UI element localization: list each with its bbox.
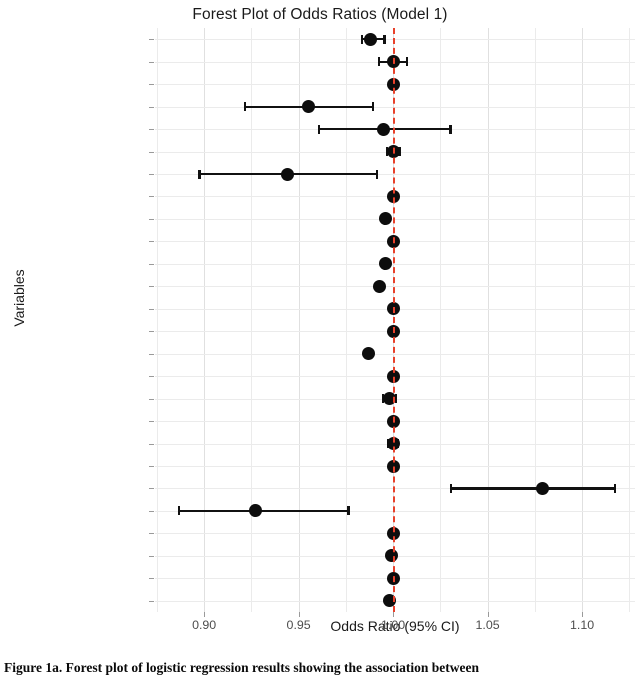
y-tick-mark <box>149 218 154 220</box>
y-tick-mark <box>149 331 154 333</box>
ci-upper-cap <box>375 169 378 179</box>
page-title: Forest Plot of Odds Ratios (Model 1) <box>192 6 448 23</box>
ci-lower-cap <box>177 506 180 516</box>
y-tick-mark <box>149 39 154 41</box>
y-tick-mark <box>149 151 154 153</box>
x-tick-mark <box>487 612 489 617</box>
y-tick-mark <box>149 129 154 131</box>
x-tick-mark <box>393 612 395 617</box>
ci-upper-cap <box>613 483 617 493</box>
ci-lower-cap <box>317 124 320 134</box>
y-tick-mark <box>149 174 154 175</box>
odds-ratio-point[interactable] <box>362 347 376 361</box>
y-tick-mark <box>149 376 154 378</box>
gridline-minor <box>629 28 631 612</box>
y-tick-mark <box>149 443 154 445</box>
x-tick-label: 0.95 <box>286 618 311 632</box>
ci-upper-cap <box>449 124 452 134</box>
ci-upper-cap <box>406 57 409 67</box>
figure-caption: Figure 1a. Forest plot of logistic regre… <box>4 660 479 675</box>
gridline-minor <box>345 28 347 612</box>
ci-lower-cap <box>377 57 381 67</box>
ci-upper-cap <box>347 506 350 516</box>
y-tick-mark <box>149 106 154 108</box>
odds-ratio-point[interactable] <box>379 257 393 271</box>
odds-ratio-point[interactable] <box>248 504 262 518</box>
ci-lower-cap <box>243 102 246 112</box>
y-tick-mark <box>149 466 154 467</box>
ci-lower-cap <box>198 169 201 179</box>
gridline-major <box>298 28 300 612</box>
y-tick-mark <box>149 510 154 512</box>
odds-ratio-point[interactable] <box>379 212 393 226</box>
y-tick-mark <box>149 600 154 602</box>
x-tick-mark <box>582 612 584 617</box>
gridline-minor <box>156 28 158 612</box>
ci-lower-cap <box>360 34 364 44</box>
x-tick-mark <box>298 612 300 617</box>
y-tick-mark <box>149 84 154 86</box>
confidence-interval-bar <box>449 487 617 490</box>
gridline-major <box>487 28 489 612</box>
odds-ratio-point[interactable] <box>382 594 396 608</box>
y-tick-mark <box>149 533 154 535</box>
y-axis-title: Variables <box>11 269 27 327</box>
gridline-major <box>582 28 584 612</box>
y-tick-mark <box>149 555 154 557</box>
y-tick-mark <box>149 241 154 243</box>
gridline-minor <box>251 28 253 612</box>
gridline-major <box>204 28 206 612</box>
x-tick-label: 1.10 <box>570 618 595 632</box>
odds-ratio-point[interactable] <box>280 167 294 181</box>
ci-lower-cap <box>449 483 452 493</box>
x-tick-label: 1.05 <box>475 618 500 632</box>
y-tick-mark <box>149 578 154 580</box>
y-tick-mark <box>149 398 154 400</box>
y-tick-mark <box>149 421 154 423</box>
x-tick-mark <box>204 612 206 617</box>
odds-ratio-point[interactable] <box>301 100 315 114</box>
gridline-minor <box>534 28 536 612</box>
y-tick-mark <box>149 263 154 265</box>
reference-line-or-1 <box>393 28 396 612</box>
y-tick-mark <box>149 308 154 310</box>
y-tick-mark <box>149 61 154 63</box>
x-tick-label: 0.90 <box>192 618 217 632</box>
y-tick-mark <box>149 286 154 288</box>
odds-ratio-point[interactable] <box>384 549 398 563</box>
odds-ratio-point[interactable] <box>373 279 387 293</box>
gridline-minor <box>440 28 442 612</box>
y-tick-mark <box>149 196 154 198</box>
confidence-interval-bar <box>177 509 350 512</box>
plot-panel: ZincVitamin EVitamin CVitamin B6Vitamin … <box>149 28 635 632</box>
odds-ratio-point[interactable] <box>377 122 391 136</box>
x-tick-label: 1.00 <box>381 618 406 632</box>
y-tick-mark <box>149 488 154 490</box>
y-tick-mark <box>149 353 154 355</box>
ci-upper-cap <box>383 34 386 44</box>
ci-upper-cap <box>372 102 375 112</box>
odds-ratio-point[interactable] <box>363 32 377 46</box>
odds-ratio-point[interactable] <box>535 481 549 495</box>
odds-ratio-point[interactable] <box>382 392 396 406</box>
x-axis-title: Odds Ratio (95% CI) <box>330 618 460 634</box>
